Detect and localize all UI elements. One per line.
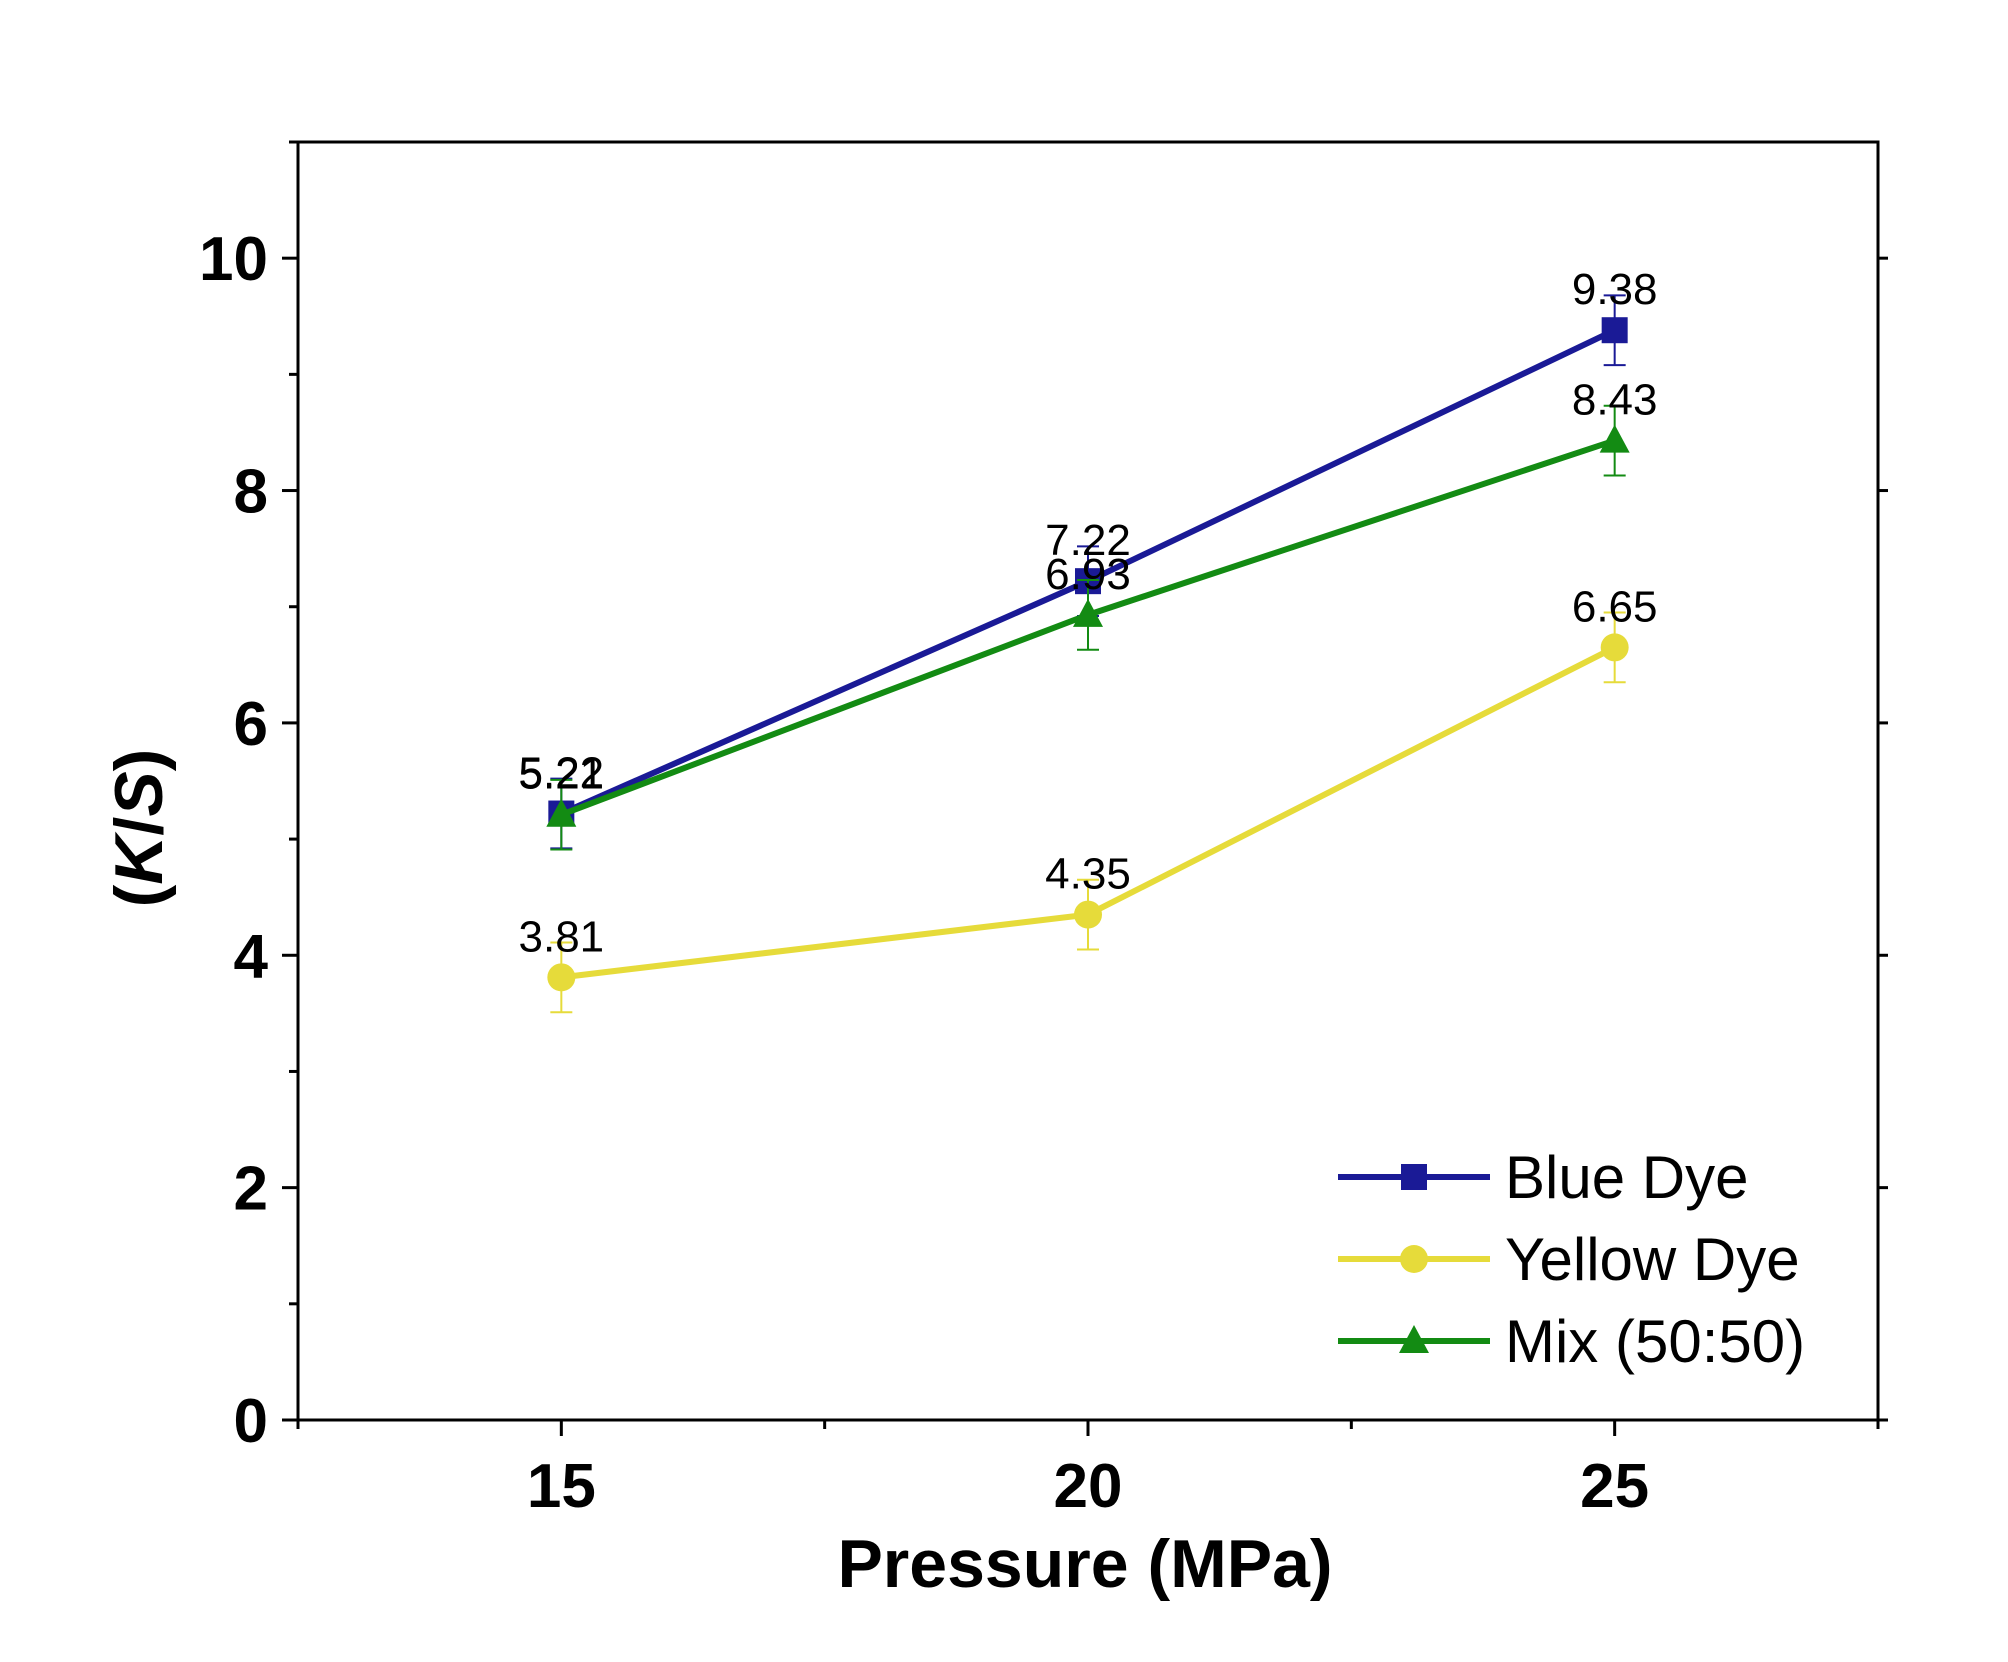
data-point [546,798,577,827]
y-axis-title-open: ( [101,884,177,907]
x-axis-title: Pressure (MPa) [837,1526,1332,1602]
data-label: 9.38 [1572,265,1658,314]
x-tick-label: 20 [1054,1452,1123,1521]
y-axis-title-close: ) [101,749,177,772]
y-axis-title-s: S [101,771,177,816]
data-label: 4.35 [1045,850,1131,899]
legend: Blue Dye Yellow Dye Mix (50:50) [1338,1144,1805,1375]
y-axis-title: (K/S) [101,749,177,908]
data-point [1599,424,1630,453]
series-2: 5.21 6.93 8.43 [519,376,1658,851]
series-1: 3.81 4.35 6.65 [519,582,1658,1014]
data-label: 5.21 [519,750,605,799]
data-label: 3.81 [519,912,605,961]
series-layer: 5.227.229.383.814.356.655.216.938.43 [519,265,1658,1014]
legend-marker [1400,1245,1428,1273]
x-axis: 15 20 25 [296,1420,1880,1521]
legend-label: Mix (50:50) [1505,1308,1805,1375]
y-axis: 0 2 4 6 8 10 [199,140,1888,1456]
data-label: 6.93 [1045,550,1131,599]
legend-marker [1401,1164,1427,1190]
y-tick-label: 8 [234,458,268,527]
y-axis-title-slash: / [101,817,177,836]
legend-label: Yellow Dye [1505,1226,1800,1293]
legend-entry-0: Blue Dye [1338,1144,1748,1211]
y-tick-label: 0 [234,1387,268,1456]
legend-entry-2: Mix (50:50) [1338,1308,1805,1375]
data-point [1074,900,1102,929]
data-label: 8.43 [1572,376,1658,425]
y-tick-label: 4 [234,922,269,991]
legend-marker [1399,1325,1429,1353]
y-tick-label: 2 [234,1155,268,1224]
legend-label: Blue Dye [1505,1144,1748,1211]
x-tick-label: 15 [527,1452,596,1521]
x-tick-label: 25 [1580,1452,1649,1521]
data-point [1601,317,1628,344]
y-tick-label: 10 [199,225,268,294]
data-point [547,963,576,992]
data-point [1600,633,1629,662]
data-label: 7.22 [1045,516,1131,565]
data-point [1073,598,1103,627]
legend-entry-1: Yellow Dye [1338,1226,1800,1293]
y-tick-label: 6 [234,690,268,759]
y-axis-title-k: K [101,831,177,885]
data-label: 6.65 [1572,582,1658,631]
